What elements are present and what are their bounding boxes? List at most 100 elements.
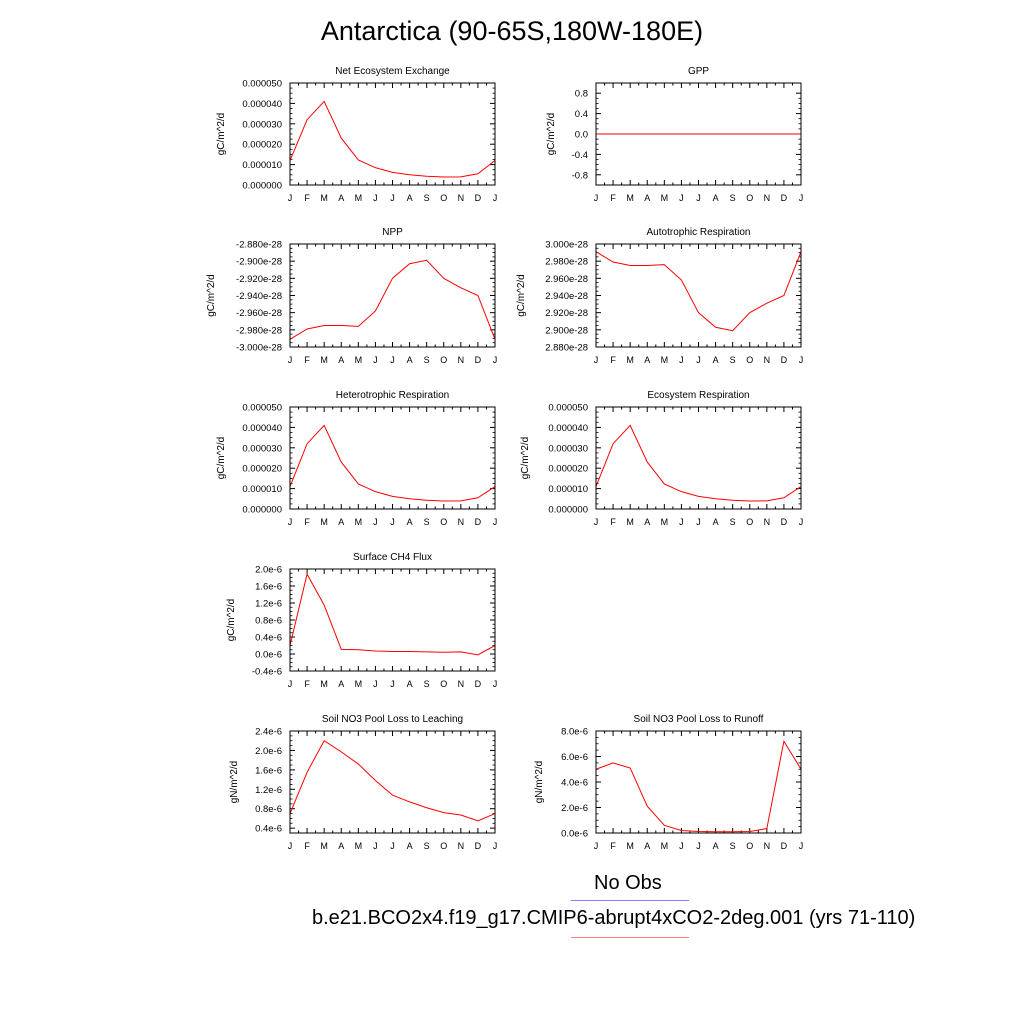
x-tick-label: A [713,355,719,365]
x-tick-label: D [781,355,788,365]
x-tick-label: J [594,193,599,203]
legend-label-model: b.e21.BCO2x4.f19_g17.CMIP6-abrupt4xCO2-2… [312,907,916,929]
y-axis-label: gN/m^2/d [229,761,240,804]
legend-label-obs: No Obs [594,872,662,894]
x-tick-label: J [390,841,395,851]
x-tick-label: J [288,841,293,851]
x-tick-label: J [288,193,293,203]
plot-frame [595,243,802,348]
x-tick-label: S [730,193,736,203]
series-line [289,572,496,656]
y-tick-label: 0.000010 [242,484,282,495]
x-tick-label: J [594,841,599,851]
x-tick-label: F [304,841,310,851]
panel-title: Soil NO3 Pool Loss to Runoff [634,714,764,725]
y-tick-label: 2.0e-6 [255,746,282,757]
x-tick-label: M [626,193,634,203]
x-tick-label: J [696,841,701,851]
x-tick-label: N [458,679,465,689]
y-tick-label: 0.000000 [548,505,588,516]
x-tick-label: J [390,193,395,203]
plot-frame [595,406,802,510]
y-tick-label: 2.960e-28 [545,274,588,285]
x-tick-label: F [610,355,616,365]
x-tick-label: J [390,679,395,689]
x-tick-label: D [781,841,788,851]
y-tick-label: 0.000050 [242,403,282,414]
x-tick-label: J [373,193,378,203]
x-tick-label: N [764,355,771,365]
x-tick-label: O [440,841,447,851]
x-tick-label: A [713,841,719,851]
legend-line-model [571,937,689,938]
x-tick-label: M [355,517,363,527]
x-tick-label: J [390,517,395,527]
y-tick-label: 2.900e-28 [545,325,588,336]
y-tick-label: -2.900e-28 [236,257,282,268]
y-tick-label: 0.4e-6 [255,633,282,644]
x-tick-label: J [696,355,701,365]
series-line [595,251,802,332]
y-axis-label: gC/m^2/d [520,437,531,480]
chart-panel-8: Soil NO3 Pool Loss to Leaching gN/m^2/d J F… [229,714,497,851]
x-tick-label: A [407,517,413,527]
y-tick-label: 0.000040 [548,423,588,434]
y-tick-label: 1.2e-6 [255,599,282,610]
x-tick-label: M [320,193,328,203]
x-tick-label: J [799,517,804,527]
y-tick-label: 0.8e-6 [255,616,282,627]
panel-title: Soil NO3 Pool Loss to Leaching [322,714,463,725]
series-line [595,739,802,833]
x-tick-label: J [679,841,684,851]
x-tick-label: J [493,193,498,203]
x-tick-label: J [799,193,804,203]
x-tick-label: A [407,193,413,203]
panel-title: Net Ecosystem Exchange [335,66,450,77]
series-line [289,100,496,178]
x-tick-label: J [679,355,684,365]
x-tick-label: A [644,193,650,203]
y-axis-label: gC/m^2/d [206,274,217,317]
y-tick-label: 0.000030 [548,443,588,454]
x-tick-label: J [288,679,293,689]
x-tick-label: J [373,679,378,689]
x-tick-label: J [799,355,804,365]
x-tick-label: O [746,841,753,851]
series-line [289,424,496,502]
x-tick-label: M [320,679,328,689]
x-tick-label: F [304,517,310,527]
plot-frame [289,82,496,186]
y-tick-label: -2.880e-28 [236,240,282,251]
y-axis-label: gC/m^2/d [226,599,237,642]
x-tick-label: A [338,679,344,689]
x-tick-label: M [661,355,669,365]
x-tick-label: J [493,355,498,365]
x-tick-label: J [493,679,498,689]
plot-frame [289,730,496,834]
y-tick-label: 0.0e-6 [255,650,282,661]
y-axis-label: gC/m^2/d [216,437,227,480]
y-tick-label: 0.000040 [242,423,282,434]
x-tick-label: M [661,193,669,203]
x-tick-label: D [475,679,482,689]
y-tick-label: -2.940e-28 [236,291,282,302]
x-tick-label: S [424,355,430,365]
y-tick-label: 2.4e-6 [255,727,282,738]
x-tick-label: A [644,841,650,851]
x-tick-label: S [730,517,736,527]
x-tick-label: F [304,679,310,689]
x-tick-label: A [407,841,413,851]
x-tick-label: M [661,517,669,527]
y-tick-label: 0.000030 [242,443,282,454]
x-tick-label: M [320,517,328,527]
x-tick-label: D [781,517,788,527]
x-tick-label: D [475,355,482,365]
x-tick-label: A [713,517,719,527]
y-tick-label: 2.920e-28 [545,308,588,319]
x-tick-label: J [373,517,378,527]
